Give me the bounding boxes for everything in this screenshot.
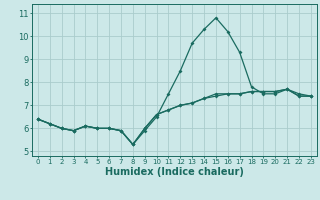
X-axis label: Humidex (Indice chaleur): Humidex (Indice chaleur) (105, 167, 244, 177)
